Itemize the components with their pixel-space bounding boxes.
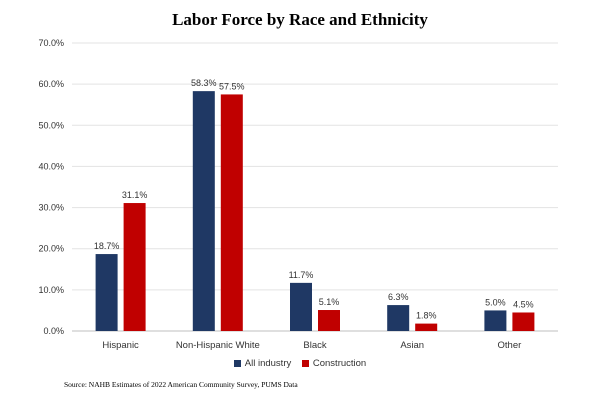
data-label: 31.1% <box>122 190 148 200</box>
data-label: 11.7% <box>289 270 314 280</box>
legend-swatch-all-industry <box>233 360 241 367</box>
bar <box>512 312 535 331</box>
x-category-label: Non-Hispanic White <box>176 340 260 351</box>
source-note: Source: NAHB Estimates of 2022 American … <box>64 380 298 389</box>
data-label: 4.5% <box>513 299 534 309</box>
y-tick-label: 40.0% <box>38 161 64 171</box>
data-label: 18.7% <box>94 241 120 251</box>
bar <box>387 305 410 331</box>
bar <box>290 282 312 331</box>
x-category-label: Black <box>303 340 326 351</box>
y-tick-label: 20.0% <box>38 244 64 254</box>
y-tick-label: 0.0% <box>43 326 64 336</box>
chart-title: Labor Force by Race and Ethnicity <box>172 10 428 29</box>
data-label: 1.8% <box>416 311 437 321</box>
y-tick-label: 70.0% <box>38 38 64 48</box>
legend-label-construction: Construction <box>312 358 367 369</box>
y-tick-label: 50.0% <box>38 120 64 130</box>
bar <box>220 94 243 331</box>
legend-swatch-construction <box>301 360 309 367</box>
bar <box>123 203 146 331</box>
data-label: 5.0% <box>485 297 506 307</box>
bar <box>318 310 340 331</box>
data-label: 6.3% <box>388 292 409 302</box>
y-tick-label: 10.0% <box>38 285 64 295</box>
legend-item-construction: Construction <box>301 358 367 369</box>
y-tick-label: 30.0% <box>38 203 64 213</box>
bar <box>484 310 507 331</box>
x-category-label: Other <box>498 340 522 351</box>
data-label: 58.3% <box>191 78 217 88</box>
x-category-label: Hispanic <box>102 340 139 351</box>
legend-item-all-industry: All industry <box>233 358 292 369</box>
bar <box>192 91 215 331</box>
y-tick-label: 60.0% <box>38 79 64 89</box>
data-label: 57.5% <box>219 81 245 91</box>
bar <box>415 323 438 331</box>
data-label: 5.1% <box>319 297 340 307</box>
legend: All industry Construction <box>0 358 600 370</box>
x-category-label: Asian <box>400 340 424 351</box>
legend-label-all-industry: All industry <box>244 358 292 369</box>
bar <box>95 254 118 331</box>
